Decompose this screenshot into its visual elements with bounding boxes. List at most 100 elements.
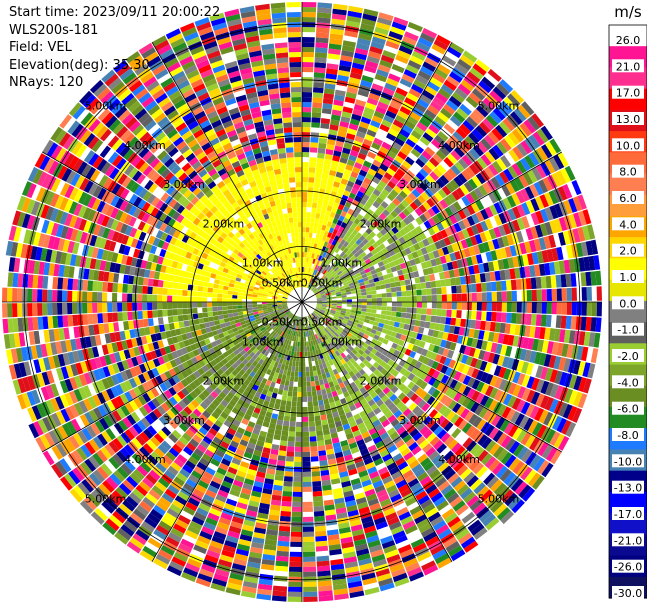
velocity-gate xyxy=(448,204,458,214)
velocity-gate xyxy=(427,104,440,116)
velocity-gate xyxy=(192,296,198,302)
velocity-gate xyxy=(362,358,369,366)
velocity-gate xyxy=(417,240,426,249)
velocity-gate xyxy=(361,305,367,309)
velocity-gate xyxy=(430,352,438,361)
velocity-gate xyxy=(496,291,502,302)
velocity-gate xyxy=(471,390,481,402)
velocity-gate xyxy=(417,194,426,204)
velocity-gate xyxy=(451,260,459,270)
velocity-gate xyxy=(309,262,313,269)
velocity-gate xyxy=(333,181,341,188)
velocity-gate xyxy=(461,139,473,151)
velocity-gate xyxy=(478,407,489,419)
velocity-gate xyxy=(510,89,525,104)
velocity-gate xyxy=(167,281,174,289)
velocity-gate xyxy=(531,167,543,181)
velocity-gate xyxy=(207,302,213,307)
velocity-gate xyxy=(446,99,459,111)
velocity-gate xyxy=(304,282,307,288)
velocity-gate xyxy=(305,237,309,243)
velocity-gate xyxy=(485,341,493,352)
velocity-gate xyxy=(377,101,389,110)
velocity-gate xyxy=(442,348,450,357)
velocity-gate xyxy=(456,310,462,319)
velocity-gate xyxy=(337,299,342,302)
velocity-gate xyxy=(397,151,408,160)
velocity-gate xyxy=(311,253,315,259)
velocity-gate xyxy=(541,289,547,301)
velocity-gate xyxy=(296,351,300,357)
velocity-gate xyxy=(486,302,492,312)
velocity-gate xyxy=(342,247,349,254)
velocity-gate xyxy=(222,306,228,311)
velocity-gate xyxy=(356,304,362,308)
velocity-gate xyxy=(330,165,338,172)
velocity-gate xyxy=(596,286,602,301)
velocity-gate xyxy=(493,226,502,238)
velocity-gate xyxy=(435,178,446,189)
velocity-gate xyxy=(375,184,384,193)
velocity-gate xyxy=(363,213,371,221)
velocity-gate xyxy=(419,94,432,105)
velocity-gate xyxy=(331,280,337,285)
velocity-gate xyxy=(322,199,329,206)
velocity-gate xyxy=(486,311,492,322)
velocity-gate xyxy=(337,328,343,334)
velocity-gate xyxy=(345,274,351,280)
velocity-gate xyxy=(390,210,399,218)
velocity-gate xyxy=(374,317,381,323)
velocity-gate xyxy=(460,276,466,285)
velocity-gate xyxy=(580,272,587,287)
velocity-gate xyxy=(406,307,412,313)
velocity-gate xyxy=(402,233,410,242)
velocity-gate xyxy=(402,186,412,196)
velocity-gate xyxy=(448,359,456,369)
velocity-gate xyxy=(334,275,340,281)
velocity-gate xyxy=(441,302,447,309)
velocity-gate xyxy=(398,274,405,281)
velocity-gate xyxy=(322,251,327,258)
velocity-gate xyxy=(342,206,350,213)
velocity-gate xyxy=(307,242,312,248)
velocity-gate xyxy=(470,202,480,213)
velocity-gate xyxy=(480,340,488,351)
velocity-gate xyxy=(435,231,444,241)
velocity-gate xyxy=(375,313,381,319)
velocity-gate xyxy=(386,292,392,298)
velocity-gate xyxy=(312,486,322,492)
velocity-gate xyxy=(535,379,545,393)
velocity-gate xyxy=(409,201,419,211)
velocity-gate xyxy=(482,118,495,131)
velocity-gate xyxy=(504,269,511,280)
velocity-gate xyxy=(281,430,289,437)
velocity-gate xyxy=(291,406,297,412)
velocity-gate xyxy=(399,383,407,392)
velocity-gate xyxy=(415,225,423,234)
velocity-gate xyxy=(331,319,337,324)
velocity-gate xyxy=(496,141,508,155)
velocity-gate xyxy=(416,333,423,341)
velocity-gate xyxy=(330,291,336,295)
velocity-gate xyxy=(501,406,512,419)
velocity-gate xyxy=(557,186,568,201)
velocity-gate xyxy=(307,202,312,208)
velocity-gate xyxy=(531,289,537,301)
velocity-gate xyxy=(593,332,601,348)
velocity-gate xyxy=(471,88,486,101)
velocity-gate xyxy=(494,389,503,402)
velocity-gate xyxy=(580,316,587,331)
velocity-gate xyxy=(389,163,399,173)
velocity-gate xyxy=(352,183,361,191)
velocity-gate xyxy=(262,298,268,301)
velocity-gate xyxy=(137,285,143,294)
velocity-gate xyxy=(549,398,559,413)
velocity-gate xyxy=(237,295,243,299)
velocity-gate xyxy=(340,116,351,124)
velocity-gate xyxy=(430,195,440,205)
velocity-gate xyxy=(334,314,340,319)
velocity-gate xyxy=(461,422,472,434)
velocity-gate xyxy=(586,224,596,240)
velocity-gate xyxy=(137,311,143,320)
velocity-gate xyxy=(468,132,480,144)
